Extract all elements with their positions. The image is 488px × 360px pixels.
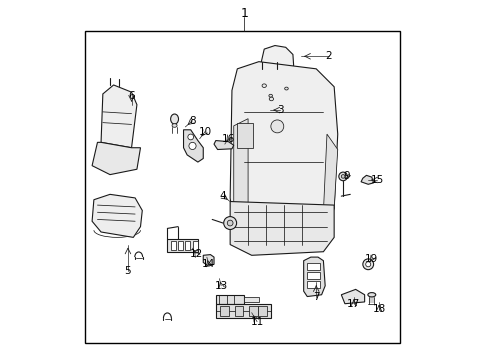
- Circle shape: [227, 220, 233, 226]
- Polygon shape: [230, 202, 333, 255]
- Bar: [215, 295, 244, 304]
- Polygon shape: [230, 62, 337, 226]
- Text: 10: 10: [198, 127, 211, 136]
- Bar: [185, 241, 190, 250]
- Circle shape: [362, 259, 373, 270]
- Polygon shape: [261, 45, 293, 72]
- Polygon shape: [92, 142, 140, 175]
- Ellipse shape: [269, 97, 273, 101]
- Circle shape: [187, 134, 193, 140]
- Text: 5: 5: [124, 266, 131, 276]
- Text: 16: 16: [221, 134, 235, 144]
- Circle shape: [341, 175, 344, 178]
- Polygon shape: [203, 255, 214, 266]
- Text: 4: 4: [219, 191, 226, 201]
- Polygon shape: [341, 289, 364, 304]
- Circle shape: [338, 172, 346, 181]
- Ellipse shape: [268, 94, 272, 97]
- Text: 7: 7: [312, 292, 319, 302]
- Text: 13: 13: [214, 281, 227, 291]
- Text: 19: 19: [365, 254, 378, 264]
- Polygon shape: [303, 257, 325, 297]
- Bar: [234, 306, 243, 316]
- Polygon shape: [360, 175, 373, 184]
- Circle shape: [365, 262, 370, 267]
- Bar: [306, 272, 319, 279]
- Polygon shape: [101, 85, 137, 148]
- Polygon shape: [233, 119, 247, 209]
- Polygon shape: [92, 194, 142, 237]
- Polygon shape: [214, 140, 233, 149]
- Bar: [167, 239, 198, 252]
- Text: 8: 8: [189, 116, 195, 126]
- Bar: [220, 306, 228, 316]
- Text: 11: 11: [250, 317, 263, 327]
- Circle shape: [223, 217, 236, 229]
- Text: 15: 15: [370, 175, 383, 185]
- Ellipse shape: [170, 114, 178, 124]
- Bar: [306, 281, 319, 288]
- Circle shape: [188, 142, 196, 149]
- Ellipse shape: [367, 293, 375, 297]
- Text: 18: 18: [371, 304, 385, 314]
- Bar: [249, 306, 257, 316]
- Text: 1: 1: [240, 7, 248, 20]
- Bar: [244, 297, 258, 302]
- Text: 9: 9: [343, 171, 349, 181]
- Polygon shape: [183, 130, 203, 162]
- Ellipse shape: [284, 87, 287, 90]
- Text: 2: 2: [325, 51, 331, 61]
- Text: 6: 6: [128, 91, 135, 101]
- Bar: [215, 304, 271, 318]
- Bar: [306, 263, 319, 270]
- Bar: [178, 241, 183, 250]
- Text: 3: 3: [277, 105, 283, 115]
- Bar: [192, 241, 197, 250]
- Circle shape: [270, 120, 283, 133]
- Bar: [237, 123, 253, 148]
- Text: 12: 12: [189, 248, 203, 258]
- Text: 14: 14: [202, 259, 215, 269]
- Ellipse shape: [262, 84, 266, 87]
- Bar: [171, 241, 176, 250]
- Bar: [85, 31, 400, 343]
- Text: 17: 17: [346, 299, 360, 309]
- Ellipse shape: [172, 124, 177, 127]
- Bar: [258, 306, 266, 316]
- Polygon shape: [323, 134, 337, 212]
